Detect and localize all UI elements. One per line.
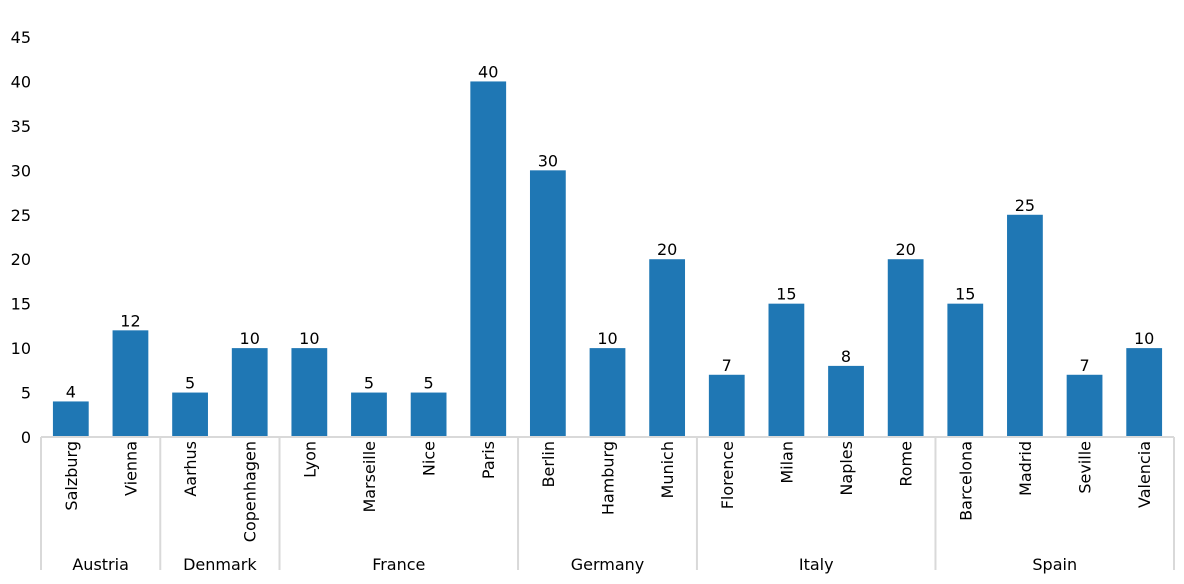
bar-florence <box>708 374 745 437</box>
group-label: France <box>372 555 425 574</box>
bar-madrid <box>1007 214 1043 437</box>
group-label: Austria <box>72 555 129 574</box>
x-tick-label: Marseille <box>360 441 379 513</box>
x-tick-label: Milan <box>777 441 796 484</box>
x-tick-label: Madrid <box>1016 441 1035 496</box>
x-tick-label: Florence <box>718 441 737 509</box>
data-label: 7 <box>1079 356 1089 375</box>
bar-marseille <box>351 392 387 437</box>
bar-vienna <box>112 330 149 437</box>
x-tick-label: Hamburg <box>599 441 618 515</box>
x-tick-label: Barcelona <box>956 441 975 521</box>
x-tick-label: Berlin <box>539 441 558 487</box>
data-label: 20 <box>895 240 915 259</box>
y-tick-label: 10 <box>11 339 31 358</box>
x-tick-label: Rome <box>897 441 916 487</box>
data-label: 25 <box>1015 196 1035 215</box>
data-label: 5 <box>185 374 195 393</box>
x-tick-label: Aarhus <box>181 441 200 497</box>
data-label: 30 <box>538 151 558 170</box>
data-label: 20 <box>657 240 677 259</box>
data-label: 10 <box>1134 329 1154 348</box>
bar-salzburg <box>52 401 89 437</box>
data-label: 15 <box>955 285 975 304</box>
data-label: 10 <box>597 329 617 348</box>
y-tick-label: 40 <box>11 72 31 91</box>
x-tick-label: Vienna <box>121 441 140 496</box>
bar-aarhus <box>172 392 208 437</box>
bar-copenhagen <box>231 348 268 437</box>
x-tick-label: Paris <box>479 441 498 479</box>
data-label: 10 <box>240 329 260 348</box>
data-label: 5 <box>424 374 434 393</box>
data-labels: 4 12 5 10 10 5 5 40 30 10 20 7 15 8 20 15 25 7 10 <box>66 62 1155 401</box>
data-label: 10 <box>299 329 319 348</box>
data-label: 7 <box>722 356 732 375</box>
data-label: 15 <box>776 285 796 304</box>
group-label: Spain <box>1032 555 1077 574</box>
x-tick-label: Valencia <box>1135 441 1154 508</box>
group-label: Denmark <box>183 555 257 574</box>
bar-berlin <box>529 170 566 438</box>
y-tick-label: 25 <box>11 206 31 225</box>
bar-naples <box>828 365 864 437</box>
y-tick-label: 20 <box>11 250 31 269</box>
x-tick-label: Lyon <box>300 441 319 478</box>
bars <box>52 81 1163 438</box>
group-label: Germany <box>571 555 645 574</box>
bar-milan <box>768 303 805 437</box>
bar-lyon <box>291 348 328 437</box>
group-label: Italy <box>799 555 834 574</box>
bar-paris <box>470 81 507 437</box>
x-tick-label: Copenhagen <box>241 441 260 542</box>
data-label: 4 <box>66 382 76 401</box>
y-tick-label: 15 <box>11 295 31 314</box>
data-label: 8 <box>841 347 851 366</box>
x-axis: Salzburg Vienna Aarhus Copenhagen Lyon Marsei… <box>40 436 1175 574</box>
y-tick-label: 45 <box>11 28 31 47</box>
bar-valencia <box>1126 348 1163 437</box>
data-label: 12 <box>120 311 140 330</box>
x-tick-label: Seville <box>1076 441 1095 494</box>
data-label: 40 <box>478 62 498 81</box>
y-axis: 0 5 10 15 20 25 30 35 40 45 <box>11 28 31 447</box>
bar-hamburg <box>589 348 626 437</box>
y-tick-label: 0 <box>21 428 31 447</box>
bar-nice <box>410 392 447 437</box>
bar-seville <box>1066 374 1103 437</box>
x-tick-label: Naples <box>837 441 856 496</box>
bar-munich <box>649 259 686 437</box>
y-tick-label: 5 <box>21 384 31 403</box>
bar-barcelona <box>947 303 984 437</box>
bar-rome <box>887 259 924 437</box>
x-tick-label: Munich <box>658 441 677 498</box>
y-tick-label: 30 <box>11 161 31 180</box>
y-tick-label: 35 <box>11 117 31 136</box>
x-tick-label: Nice <box>420 441 439 476</box>
data-label: 5 <box>364 374 374 393</box>
x-tick-label: Salzburg <box>62 441 81 511</box>
